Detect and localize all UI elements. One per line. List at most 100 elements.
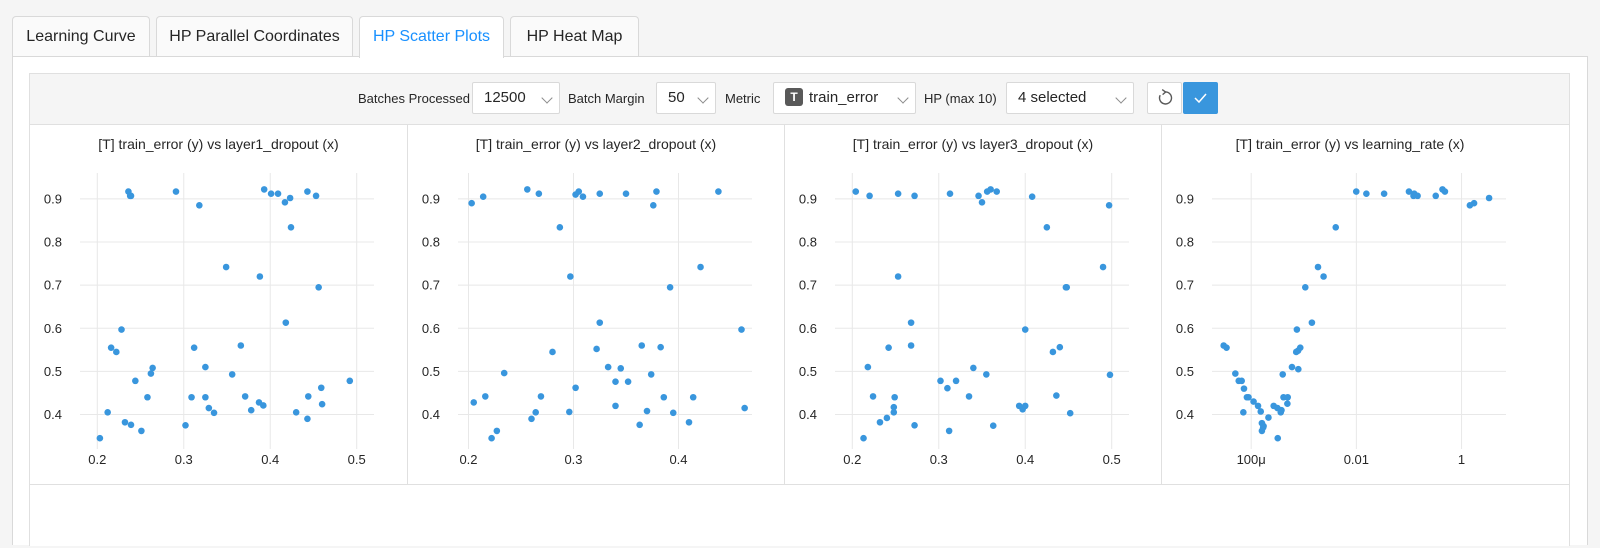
scatter-point[interactable] bbox=[647, 371, 655, 378]
scatter-point[interactable] bbox=[292, 409, 300, 416]
scatter-point[interactable] bbox=[593, 345, 600, 353]
scatter-point[interactable] bbox=[205, 404, 213, 412]
scatter-point[interactable] bbox=[738, 326, 745, 333]
scatter-point[interactable] bbox=[1314, 263, 1322, 271]
scatter-point[interactable] bbox=[1301, 283, 1309, 291]
scatter-point[interactable] bbox=[1279, 371, 1287, 378]
scatter-point[interactable] bbox=[304, 415, 311, 423]
scatter-point[interactable] bbox=[612, 402, 619, 410]
scatter-point[interactable] bbox=[1056, 343, 1064, 351]
scatter-point[interactable] bbox=[983, 371, 990, 378]
scatter-point[interactable] bbox=[1293, 326, 1301, 333]
tab-hp-heat-map[interactable]: HP Heat Map bbox=[510, 16, 639, 56]
scatter-point[interactable] bbox=[945, 427, 953, 435]
scatter-point[interactable] bbox=[1106, 371, 1114, 379]
scatter-point[interactable] bbox=[1250, 398, 1257, 405]
scatter-point[interactable] bbox=[188, 393, 195, 401]
scatter-point[interactable] bbox=[1380, 190, 1388, 197]
scatter-point[interactable] bbox=[315, 283, 322, 291]
scatter-point[interactable] bbox=[202, 393, 209, 401]
scatter-point[interactable] bbox=[572, 384, 579, 392]
scatter-point[interactable] bbox=[241, 393, 249, 400]
scatter-point[interactable] bbox=[660, 393, 668, 401]
scatter-point[interactable] bbox=[1432, 192, 1440, 200]
scatter-point[interactable] bbox=[260, 402, 267, 409]
scatter-point[interactable] bbox=[624, 378, 632, 386]
scatter-point[interactable] bbox=[860, 434, 867, 442]
scatter-point[interactable] bbox=[715, 188, 722, 195]
scatter-point[interactable] bbox=[1062, 283, 1070, 291]
scatter-point[interactable] bbox=[612, 378, 619, 386]
scatter-point[interactable] bbox=[127, 421, 135, 429]
scatter-point[interactable] bbox=[274, 190, 282, 197]
scatter-point[interactable] bbox=[190, 344, 198, 351]
scatter-point[interactable] bbox=[488, 434, 495, 442]
scatter-point[interactable] bbox=[697, 263, 704, 271]
scatter-point[interactable] bbox=[894, 273, 902, 280]
scatter-point[interactable] bbox=[894, 190, 902, 197]
scatter-point[interactable] bbox=[852, 188, 860, 195]
scatter-point[interactable] bbox=[575, 188, 583, 195]
scatter-point[interactable] bbox=[132, 377, 139, 385]
scatter-point[interactable] bbox=[617, 365, 625, 372]
scatter-point[interactable] bbox=[911, 192, 918, 200]
scatter-point[interactable] bbox=[104, 409, 111, 416]
scatter-point[interactable] bbox=[556, 224, 564, 231]
scatter-point[interactable] bbox=[138, 427, 145, 435]
scatter-point[interactable] bbox=[528, 415, 535, 423]
scatter-point[interactable] bbox=[182, 421, 189, 429]
scatter-point[interactable] bbox=[970, 364, 977, 372]
scatter-point[interactable] bbox=[643, 407, 651, 415]
scatter-point[interactable] bbox=[256, 273, 264, 280]
scatter-point[interactable] bbox=[524, 186, 531, 193]
scatter-point[interactable] bbox=[907, 342, 915, 349]
scatter-point[interactable] bbox=[1245, 393, 1252, 401]
scatter-point[interactable] bbox=[885, 344, 892, 351]
scatter-point[interactable] bbox=[1254, 402, 1262, 410]
scatter-point[interactable] bbox=[1277, 409, 1285, 416]
scatter-point[interactable] bbox=[1028, 193, 1036, 201]
scatter-point[interactable] bbox=[1223, 344, 1230, 351]
scatter-point[interactable] bbox=[1257, 408, 1265, 415]
scatter-point[interactable] bbox=[907, 319, 915, 326]
scatter-point[interactable] bbox=[127, 192, 135, 200]
scatter-point[interactable] bbox=[113, 348, 120, 356]
scatter-point[interactable] bbox=[317, 384, 325, 392]
scatter-point[interactable] bbox=[1240, 385, 1248, 392]
scatter-point[interactable] bbox=[1284, 400, 1291, 408]
scatter-point[interactable] bbox=[287, 224, 295, 231]
scatter-point[interactable] bbox=[952, 377, 960, 385]
scatter-point[interactable] bbox=[479, 193, 487, 201]
scatter-point[interactable] bbox=[636, 421, 643, 429]
scatter-point[interactable] bbox=[876, 418, 884, 426]
scatter-point[interactable] bbox=[978, 199, 986, 206]
scatter-point[interactable] bbox=[596, 319, 604, 326]
scatter-point[interactable] bbox=[222, 263, 230, 271]
scatter-point[interactable] bbox=[1238, 377, 1245, 385]
scatter-point[interactable] bbox=[666, 283, 674, 291]
scatter-point[interactable] bbox=[669, 409, 677, 417]
scatter-point[interactable] bbox=[107, 344, 115, 351]
scatter-point[interactable] bbox=[282, 319, 290, 326]
scatter-point[interactable] bbox=[535, 190, 543, 197]
scatter-point[interactable] bbox=[657, 343, 664, 351]
scatter-point[interactable] bbox=[604, 363, 612, 371]
scatter-point[interactable] bbox=[1470, 199, 1478, 207]
scatter-point[interactable] bbox=[579, 193, 587, 201]
scatter-point[interactable] bbox=[468, 199, 475, 207]
scatter-point[interactable] bbox=[1105, 202, 1113, 209]
hp-select[interactable]: 4 selected bbox=[1006, 82, 1134, 114]
scatter-point[interactable] bbox=[1232, 370, 1239, 377]
scatter-point[interactable] bbox=[1352, 188, 1360, 195]
scatter-point[interactable] bbox=[1295, 365, 1302, 373]
scatter-point[interactable] bbox=[1405, 188, 1413, 195]
scatter-point[interactable] bbox=[883, 414, 891, 422]
scatter-point[interactable] bbox=[312, 192, 320, 200]
scatter-point[interactable] bbox=[869, 393, 877, 400]
scatter-point[interactable] bbox=[596, 190, 604, 197]
scatter-point[interactable] bbox=[866, 192, 873, 200]
scatter-point[interactable] bbox=[1099, 263, 1107, 271]
scatter-point[interactable] bbox=[482, 393, 489, 400]
scatter-point[interactable] bbox=[1308, 319, 1316, 326]
